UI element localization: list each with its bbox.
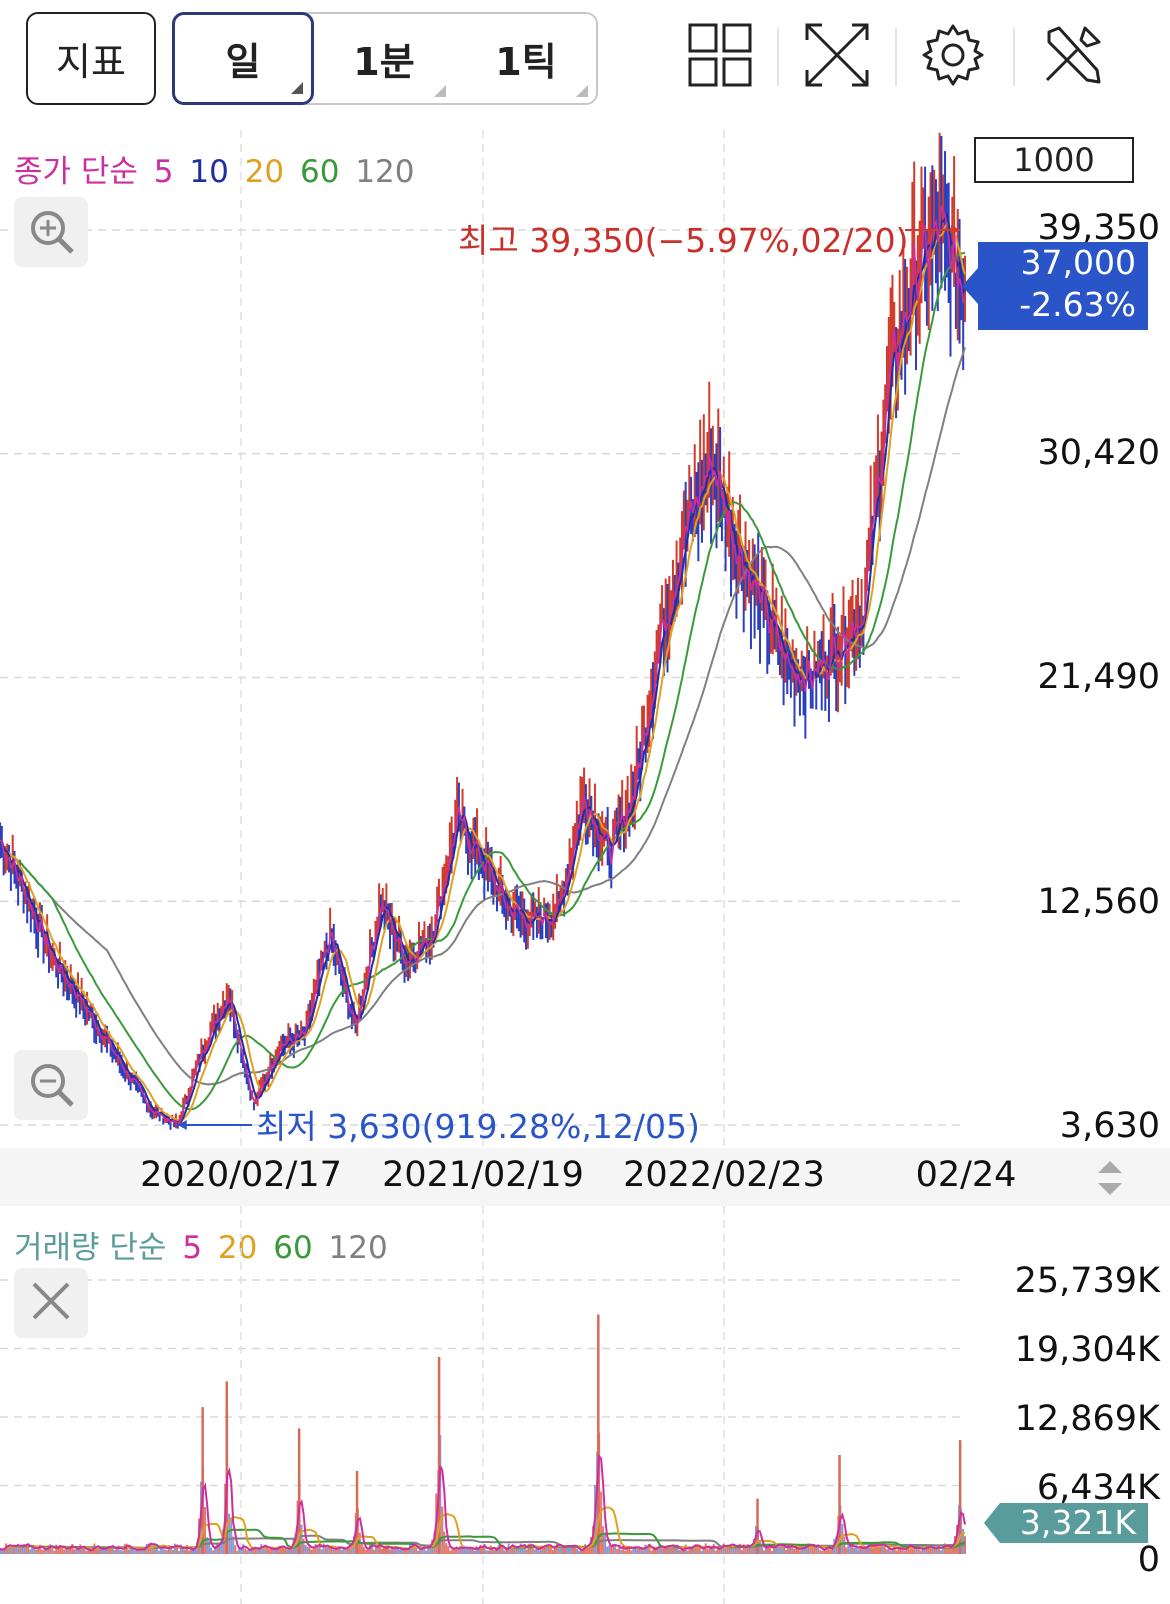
zoom-in-button[interactable] — [14, 197, 88, 267]
ma120-line — [0, 347, 966, 1086]
dropdown-corner-icon — [576, 85, 588, 97]
dropdown-corner-icon — [291, 82, 303, 94]
price-axis-label: 3,630 — [1059, 1106, 1160, 1146]
period-1tick-button[interactable]: 1틱 — [456, 12, 596, 105]
close-volume-button[interactable] — [14, 1268, 88, 1338]
legend-ma120: 120 — [355, 154, 415, 190]
date-axis-label: 2022/02/23 — [623, 1155, 825, 1195]
volume-legend-ma60: 60 — [273, 1230, 313, 1266]
ma5-line — [0, 204, 966, 1124]
volume-legend-ma20: 20 — [217, 1230, 258, 1266]
grid-layout-icon[interactable] — [685, 20, 755, 90]
scroll-updown-icon[interactable] — [1090, 1155, 1130, 1201]
volume-legend-type-label: 거래량 단순 — [14, 1230, 167, 1266]
volume-axis-label: 25,739K — [1014, 1261, 1160, 1301]
tools-icon[interactable] — [1037, 20, 1107, 90]
close-icon — [32, 1282, 70, 1320]
volume-legend-ma120: 120 — [328, 1230, 388, 1266]
date-axis-label: 2021/02/19 — [382, 1155, 584, 1195]
low-marker-arrow — [177, 1120, 187, 1130]
volume-axis-label: 19,304K — [1014, 1330, 1160, 1370]
period-1tick-label: 1틱 — [495, 40, 557, 84]
current-volume-badge: 3,321K — [1000, 1503, 1148, 1543]
ma20-line — [0, 222, 966, 1122]
volume-legend: 거래량 단순 5 20 60 120 — [14, 1222, 394, 1267]
toolbar: 지표 일 1분 1틱 — [0, 0, 1170, 130]
volume-chart[interactable] — [0, 1206, 1170, 1604]
zoom-in-icon — [31, 211, 74, 254]
gear-icon[interactable] — [918, 20, 988, 90]
toolbar-divider — [895, 28, 897, 86]
low-annotation: 최저 3,630(919.28%,12/05) — [256, 1107, 700, 1146]
current-price-change: -2.63% — [1019, 285, 1136, 324]
legend-type-label: 종가 단순 — [14, 154, 138, 190]
price-axis-label: 30,420 — [1037, 433, 1160, 473]
price-chart[interactable] — [0, 130, 1170, 1148]
toolbar-divider — [1013, 28, 1015, 86]
volume-axis-label: 0 — [1137, 1540, 1160, 1580]
period-1min-button[interactable]: 1분 — [314, 12, 454, 105]
date-axis — [0, 1148, 1170, 1206]
volume-panel: 거래량 단순 5 20 60 120 — [0, 1206, 1170, 1604]
period-1min-label: 1분 — [353, 40, 415, 84]
fullscreen-icon[interactable] — [802, 20, 872, 90]
price-axis-label: 21,490 — [1037, 657, 1160, 697]
volume-axis-label: 12,869K — [1014, 1399, 1160, 1439]
price-legend: 종가 단순 5 10 20 60 120 — [14, 146, 421, 191]
price-axis-label: 12,560 — [1037, 882, 1160, 922]
price-axis-label: 39,350 — [1037, 208, 1160, 248]
zoom-out-icon — [31, 1064, 74, 1107]
high-marker-arrow — [951, 225, 960, 235]
period-day-button[interactable]: 일 — [172, 12, 314, 105]
volume-legend-ma5: 5 — [182, 1230, 203, 1266]
volume-axis-label: 6,434K — [1036, 1468, 1160, 1508]
current-price-pointer — [962, 268, 978, 304]
legend-ma5: 5 — [153, 154, 174, 190]
date-axis-label: 2020/02/17 — [140, 1155, 342, 1195]
toolbar-divider — [777, 28, 779, 86]
legend-ma10: 10 — [189, 154, 229, 190]
legend-ma20: 20 — [244, 154, 285, 190]
period-segmented-control: 일 1분 1틱 — [172, 12, 598, 105]
period-day-label: 일 — [225, 40, 261, 84]
indicator-button[interactable]: 지표 — [26, 12, 156, 105]
dropdown-corner-icon — [434, 85, 446, 97]
current-volume-pointer — [984, 1503, 1000, 1543]
high-annotation: 최고 39,350(−5.97%,02/20) — [458, 221, 909, 260]
zoom-out-button[interactable] — [14, 1050, 88, 1120]
legend-ma60: 60 — [300, 154, 340, 190]
current-price-value: 37,000 — [1020, 243, 1136, 282]
date-axis-label: 02/24 — [915, 1155, 1017, 1195]
current-price-badge: 37,000 -2.63% — [978, 242, 1148, 330]
period-count-input[interactable]: 1000 — [974, 137, 1134, 183]
volume-ma5-line — [0, 1453, 966, 1552]
